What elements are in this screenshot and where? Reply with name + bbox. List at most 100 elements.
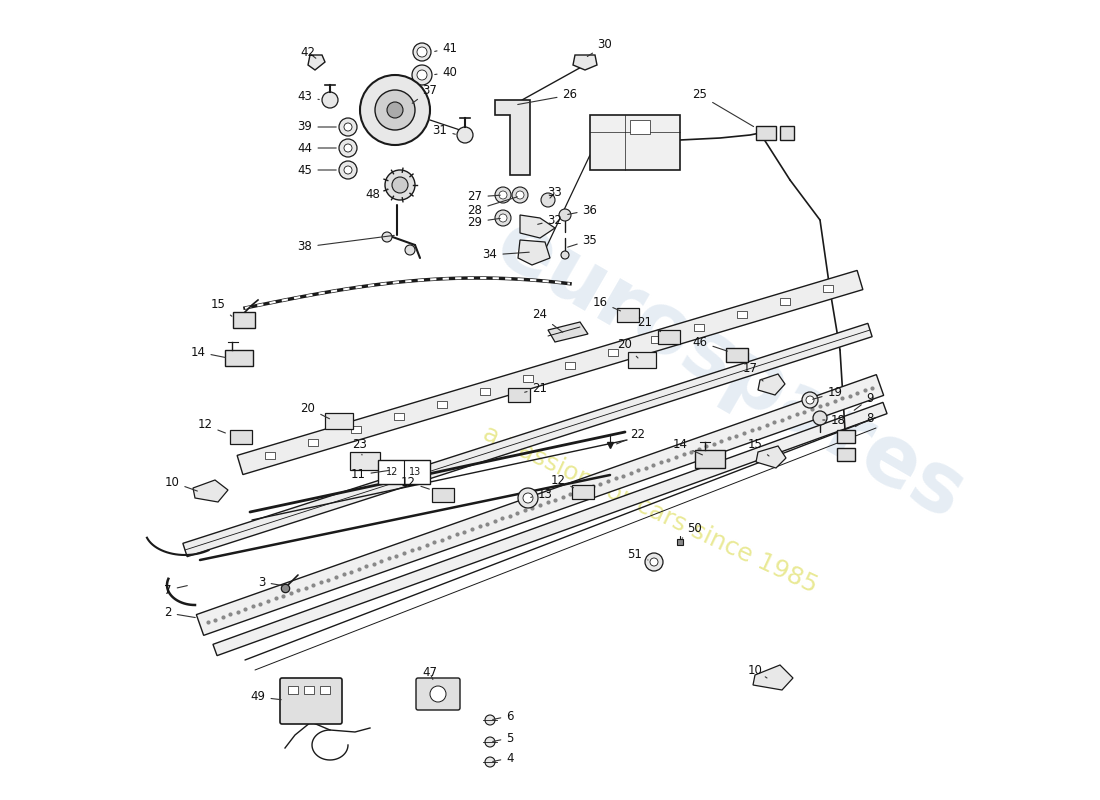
Text: 42: 42: [300, 46, 316, 58]
Bar: [226, 350, 253, 366]
Circle shape: [392, 177, 408, 193]
Bar: [480, 388, 490, 394]
Circle shape: [322, 92, 338, 108]
Text: 10: 10: [748, 663, 767, 678]
Circle shape: [344, 166, 352, 174]
Text: 14: 14: [190, 346, 226, 358]
Circle shape: [344, 123, 352, 131]
Circle shape: [518, 488, 538, 508]
Circle shape: [339, 161, 358, 179]
Circle shape: [360, 75, 430, 145]
Polygon shape: [196, 374, 883, 635]
Text: 22: 22: [617, 429, 646, 444]
Circle shape: [417, 47, 427, 57]
Bar: [230, 430, 252, 444]
Bar: [378, 460, 430, 484]
Text: 21: 21: [638, 317, 661, 332]
Text: 17: 17: [742, 362, 763, 381]
Text: 45: 45: [298, 163, 337, 177]
Polygon shape: [573, 55, 597, 70]
Bar: [756, 126, 775, 140]
Polygon shape: [518, 240, 550, 265]
Bar: [350, 452, 380, 470]
Bar: [522, 375, 532, 382]
Bar: [608, 350, 618, 356]
Bar: [780, 298, 790, 305]
Text: 36: 36: [568, 203, 597, 217]
Text: 11: 11: [351, 469, 389, 482]
Text: a passion for cars since 1985: a passion for cars since 1985: [478, 422, 821, 598]
Bar: [351, 426, 361, 433]
Bar: [837, 430, 855, 443]
Circle shape: [382, 232, 392, 242]
Bar: [737, 311, 747, 318]
Circle shape: [339, 139, 358, 157]
Text: 44: 44: [297, 142, 337, 154]
Text: eurospares: eurospares: [481, 203, 979, 537]
Bar: [508, 388, 530, 402]
Text: 19: 19: [813, 386, 843, 399]
Text: 51: 51: [628, 549, 648, 562]
Circle shape: [650, 558, 658, 566]
Text: 34: 34: [483, 249, 529, 262]
Circle shape: [495, 210, 512, 226]
Text: 25: 25: [693, 89, 754, 126]
Text: 7: 7: [164, 583, 187, 597]
Circle shape: [559, 209, 571, 221]
Text: 6: 6: [493, 710, 514, 722]
Bar: [658, 330, 680, 344]
Bar: [695, 450, 725, 468]
Polygon shape: [756, 446, 786, 468]
Text: 46: 46: [693, 335, 727, 351]
Circle shape: [512, 187, 528, 203]
Bar: [617, 308, 639, 322]
Polygon shape: [192, 480, 228, 502]
Bar: [572, 485, 594, 499]
Polygon shape: [238, 270, 862, 474]
Text: 47: 47: [422, 666, 438, 679]
Bar: [233, 312, 255, 328]
Text: 21: 21: [525, 382, 548, 394]
Polygon shape: [520, 215, 556, 238]
Circle shape: [387, 102, 403, 118]
Text: 20: 20: [617, 338, 638, 358]
Text: 15: 15: [748, 438, 769, 456]
Text: 14: 14: [672, 438, 703, 455]
Text: 18: 18: [823, 414, 846, 426]
Text: 35: 35: [568, 234, 597, 247]
Text: 9: 9: [855, 391, 873, 410]
Text: 3: 3: [258, 575, 283, 589]
Circle shape: [412, 43, 431, 61]
Text: 28: 28: [468, 197, 517, 217]
Text: 24: 24: [532, 309, 563, 332]
Text: 10: 10: [165, 475, 197, 491]
Circle shape: [344, 144, 352, 152]
Circle shape: [339, 118, 358, 136]
Polygon shape: [495, 100, 530, 175]
Text: 40: 40: [434, 66, 458, 78]
Bar: [726, 348, 748, 362]
FancyBboxPatch shape: [416, 678, 460, 710]
FancyBboxPatch shape: [280, 678, 342, 724]
Circle shape: [485, 737, 495, 747]
Circle shape: [806, 396, 814, 404]
Circle shape: [802, 392, 818, 408]
Circle shape: [516, 191, 524, 199]
Polygon shape: [308, 55, 324, 70]
Text: 16: 16: [593, 295, 620, 311]
Text: 30: 30: [587, 38, 613, 57]
Bar: [565, 362, 575, 369]
Bar: [394, 414, 404, 420]
Text: 48: 48: [365, 189, 387, 202]
Polygon shape: [548, 322, 588, 342]
Polygon shape: [213, 402, 887, 656]
Text: 41: 41: [434, 42, 458, 54]
Polygon shape: [183, 323, 872, 557]
Text: 32: 32: [538, 214, 562, 226]
Circle shape: [375, 90, 415, 130]
Text: 39: 39: [298, 121, 337, 134]
Text: 27: 27: [468, 190, 500, 203]
Circle shape: [499, 214, 507, 222]
Text: 5: 5: [493, 731, 514, 745]
Circle shape: [385, 170, 415, 200]
